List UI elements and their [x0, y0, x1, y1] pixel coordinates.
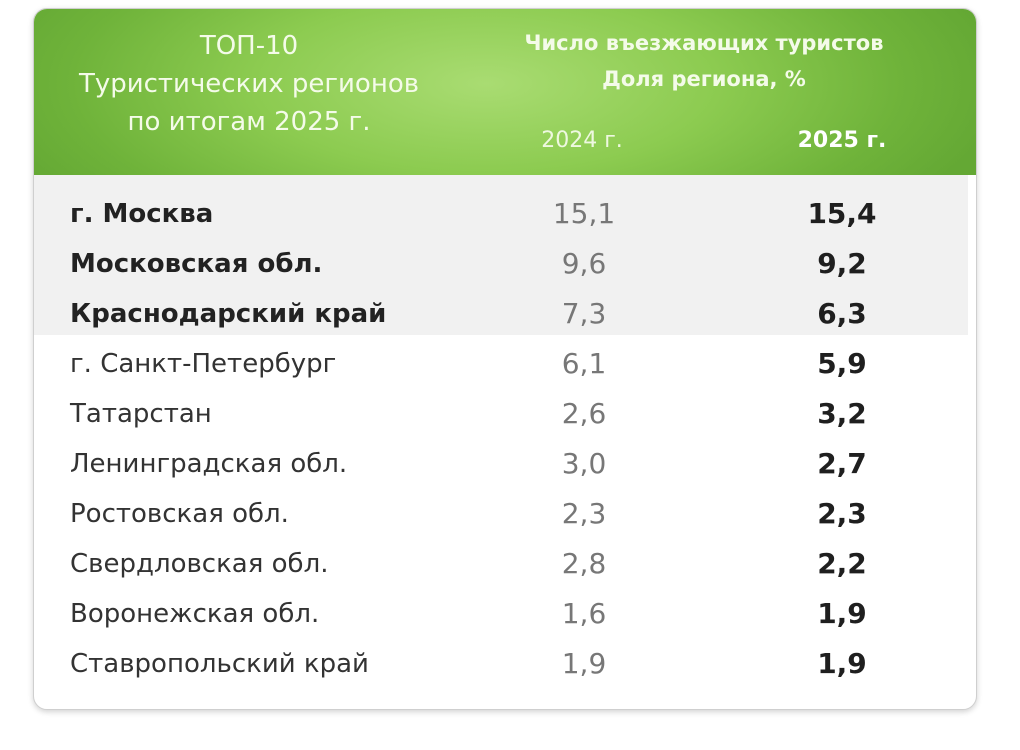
region-name: Татарстан	[70, 399, 212, 429]
region-name: Ставропольский край	[70, 649, 369, 679]
value-2024: 7,3	[561, 297, 607, 330]
region-name: Ростовская обл.	[70, 499, 289, 529]
value-2025: 1,9	[817, 597, 867, 630]
value-2024: 6,1	[561, 347, 607, 380]
region-name: г. Москва	[70, 199, 214, 229]
table-row: Ростовская обл. 2,3 2,3	[34, 489, 976, 539]
title-line-3: по итогам 2025 г.	[127, 107, 371, 137]
value-2024: 2,3	[561, 497, 607, 530]
value-2024: 2,8	[561, 547, 607, 580]
region-name: Свердловская обл.	[70, 549, 329, 579]
column-header-2024: 2024 г.	[541, 128, 623, 153]
value-2025: 5,9	[817, 347, 867, 380]
table-row: Ленинградская обл. 3,0 2,7	[34, 439, 976, 489]
region-name: Воронежская обл.	[70, 599, 320, 629]
title-line-1: ТОП-10	[199, 31, 299, 61]
metric-line-2: Доля региона, %	[602, 67, 806, 91]
value-2024: 1,9	[561, 647, 607, 680]
table-row: Краснодарский край 7,3 6,3	[34, 289, 976, 339]
value-2025: 15,4	[807, 197, 877, 230]
table-row: Татарстан 2,6 3,2	[34, 389, 976, 439]
table-row: г. Москва 15,1 15,4	[34, 189, 976, 239]
column-header-2025: 2025 г.	[797, 128, 887, 153]
region-name: Московская обл.	[70, 249, 323, 279]
region-name: Краснодарский край	[70, 299, 387, 329]
value-2024: 1,6	[561, 597, 607, 630]
value-2025: 1,9	[817, 647, 867, 680]
table-row: Московская обл. 9,6 9,2	[34, 239, 976, 289]
metric-title: Число въезжающих туристов Доля региона, …	[474, 25, 934, 97]
value-2025: 2,2	[817, 547, 867, 580]
metric-line-1: Число въезжающих туристов	[524, 31, 884, 55]
table-row: Воронежская обл. 1,6 1,9	[34, 589, 976, 639]
value-2025: 3,2	[817, 397, 867, 430]
value-2024: 2,6	[561, 397, 607, 430]
value-2025: 9,2	[817, 247, 867, 280]
table-title: ТОП-10 Туристических регионов по итогам …	[34, 27, 464, 141]
table-row: г. Санкт-Петербург 6,1 5,9	[34, 339, 976, 389]
value-2025: 2,3	[817, 497, 867, 530]
region-name: г. Санкт-Петербург	[70, 349, 337, 379]
table-row: Ставропольский край 1,9 1,9	[34, 639, 976, 689]
value-2025: 6,3	[817, 297, 867, 330]
value-2024: 3,0	[561, 447, 607, 480]
value-2025: 2,7	[817, 447, 867, 480]
value-2024: 9,6	[561, 247, 607, 280]
table-header: ТОП-10 Туристических регионов по итогам …	[34, 9, 976, 175]
table-row: Свердловская обл. 2,8 2,2	[34, 539, 976, 589]
value-2024: 15,1	[552, 197, 616, 230]
top10-table-card: ТОП-10 Туристических регионов по итогам …	[33, 8, 977, 710]
top3-highlight-band	[34, 175, 968, 335]
region-name: Ленинградская обл.	[70, 449, 348, 479]
title-line-2: Туристических регионов	[78, 69, 420, 99]
